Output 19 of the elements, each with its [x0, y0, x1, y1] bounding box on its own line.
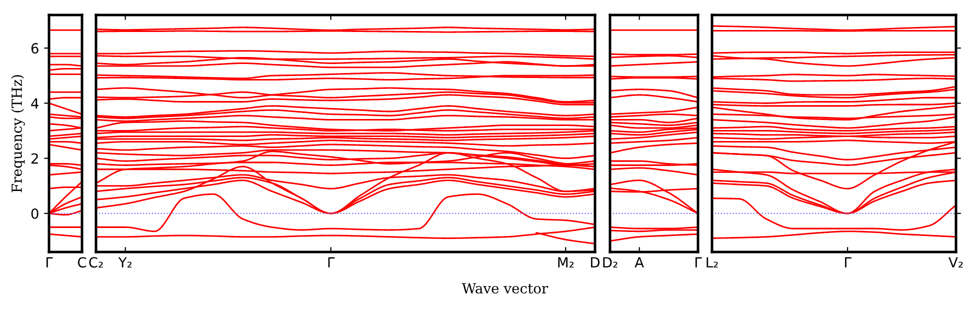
x-tick-label: Γ	[46, 257, 53, 268]
y-tick-label: 6	[31, 43, 38, 54]
x-tick-label: V₂	[948, 257, 963, 268]
y-tick-label: 0	[31, 208, 38, 219]
x-tick-label: Γ	[328, 257, 335, 268]
x-tick-label: C	[78, 257, 86, 268]
y-tick-label: 4	[31, 98, 38, 108]
x-tick-label: L₂	[706, 257, 718, 268]
x-tick-label: Γ	[845, 257, 852, 268]
x-tick-label: A	[634, 257, 644, 268]
y-tick-label: 2	[31, 153, 38, 164]
y-axis-title: Frequency (THz)	[11, 75, 25, 192]
x-tick-label: D	[591, 257, 600, 268]
x-tick-label: M₂	[558, 257, 574, 268]
x-axis-title: Wave vector	[462, 283, 548, 294]
x-tick-label: D₂	[603, 257, 618, 268]
x-tick-label: C₂	[89, 257, 103, 268]
x-tick-label: Γ	[695, 257, 702, 268]
x-tick-label: Y₂	[118, 257, 132, 268]
